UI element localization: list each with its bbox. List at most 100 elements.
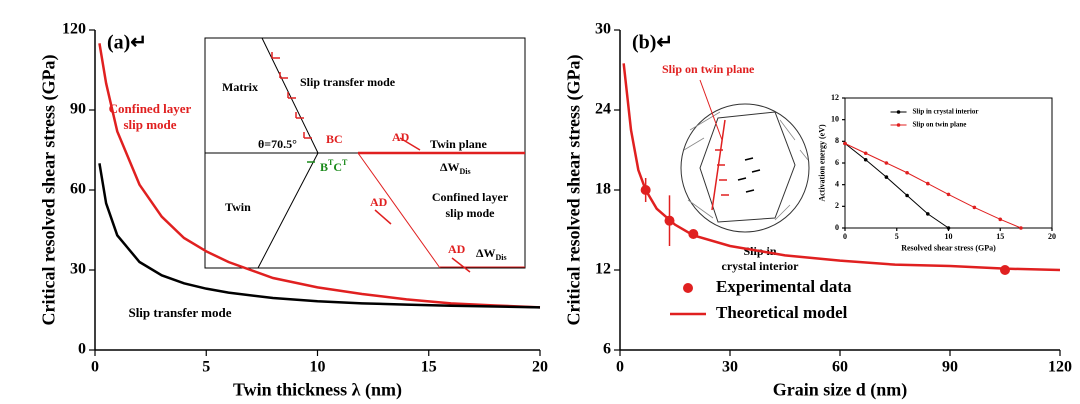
y-tick-label: 60 (70, 181, 86, 198)
y-tick-label: 0 (835, 223, 839, 232)
legend-label: Experimental data (716, 277, 852, 296)
slip-line (357, 152, 441, 269)
label: Matrix (222, 80, 258, 94)
legend-label: Theoretical model (716, 303, 848, 322)
legend-label: Slip in crystal interior (913, 108, 979, 116)
x-tick-label: 10 (945, 232, 953, 241)
y-tick-label: 6 (603, 341, 611, 358)
y-tick-label: 12 (831, 93, 839, 102)
legend-marker (896, 123, 901, 127)
legend-marker (896, 110, 901, 114)
y-tick-label: 10 (831, 114, 839, 123)
marker (926, 181, 930, 186)
y-tick-label: 18 (595, 181, 611, 198)
dislocations (271, 52, 471, 273)
y-tick-label: 8 (835, 136, 839, 145)
annotation: slip mode (123, 117, 176, 132)
marker (843, 141, 847, 146)
label: C (333, 160, 342, 174)
x-tick-label: 0 (843, 232, 847, 241)
x-axis-label: Twin thickness λ (nm) (233, 379, 402, 400)
y-axis-label: Critical resolved shear stress (GPa) (563, 55, 584, 326)
label: AD (370, 195, 388, 209)
y-tick-label: 30 (70, 261, 86, 278)
y-tick-label: 90 (70, 101, 86, 118)
label: AD (448, 242, 466, 256)
label: BTCT (320, 158, 348, 174)
x-tick-label: 5 (202, 359, 210, 376)
leader (699, 79, 723, 141)
x-tick-label: 15 (421, 359, 437, 376)
x-tick-label: 60 (832, 359, 848, 376)
x-axis-label: Grain size d (nm) (773, 379, 908, 400)
label: Confined layer (432, 190, 509, 204)
boundary (257, 152, 319, 269)
hatching (683, 111, 809, 221)
x-tick-label: 20 (532, 359, 548, 376)
inset-frame (844, 97, 1053, 229)
marker (863, 151, 868, 156)
line (844, 143, 949, 229)
x-tick-label: 15 (996, 232, 1004, 241)
y-tick-label: 120 (62, 21, 86, 38)
marker (905, 170, 909, 175)
y-tick-label: 24 (595, 101, 611, 118)
label: ΔWDis (440, 160, 471, 176)
x-tick-label: 120 (1048, 359, 1072, 376)
line (98, 43, 541, 309)
marker (884, 161, 889, 165)
dislocations (715, 149, 729, 196)
x-tick-label: 0 (91, 359, 99, 376)
marker (863, 157, 868, 162)
label: T (342, 158, 348, 167)
label: θ=70.5° (258, 137, 297, 151)
annotation: Confined layer (109, 101, 192, 116)
y-tick-label: 6 (835, 158, 839, 167)
y-tick-label: 0 (78, 341, 86, 358)
marker (998, 217, 1003, 222)
x-tick-label: 10 (310, 359, 326, 376)
x-tick-label: 30 (722, 359, 738, 376)
x-tick-label: 0 (616, 359, 624, 376)
panel-label: (b)↵ (632, 32, 673, 54)
y-tick-label: 30 (595, 21, 611, 38)
schematic: Matrix Slip transfer mode θ=70.5° BC BTC… (204, 37, 526, 273)
grain-schematic: Slip on twin plane Slip in crystal inter… (662, 62, 810, 273)
line (622, 63, 1061, 272)
marker (972, 205, 977, 210)
y-axis-label: Critical resolved shear stress (GPa) (38, 55, 59, 326)
panel-label: (a)↵ (107, 32, 147, 54)
dislocations (737, 157, 761, 193)
label: slip mode (445, 206, 495, 220)
x-tick-label: 5 (895, 232, 899, 241)
label: ΔW (440, 160, 460, 174)
legend-marker (683, 283, 693, 293)
label: Twin (225, 200, 251, 214)
label: ΔW (476, 246, 496, 260)
label: BC (326, 132, 343, 146)
marker (946, 226, 951, 230)
label: Twin plane (430, 137, 487, 151)
legend-label: Slip on twin plane (913, 121, 967, 129)
marker (905, 193, 909, 198)
annotation: Slip transfer mode (128, 305, 231, 320)
x-tick-label: 90 (942, 359, 958, 376)
label: B (320, 160, 328, 174)
label: Dis (496, 253, 507, 262)
label: AD (392, 130, 410, 144)
marker (884, 175, 889, 179)
label: Slip transfer mode (300, 75, 396, 89)
label: Slip on twin plane (662, 62, 755, 76)
marker (946, 192, 951, 197)
line (98, 163, 541, 309)
x-tick-label: 20 (1048, 232, 1056, 241)
marker (926, 212, 930, 216)
label: ΔWDis (476, 246, 507, 262)
marker (1019, 226, 1023, 230)
label: T (328, 158, 334, 167)
y-tick-label: 12 (595, 261, 611, 278)
y-axis-label: Activation energy (eV) (817, 124, 826, 202)
label: crystal interior (722, 259, 800, 273)
y-tick-label: 4 (835, 179, 839, 188)
